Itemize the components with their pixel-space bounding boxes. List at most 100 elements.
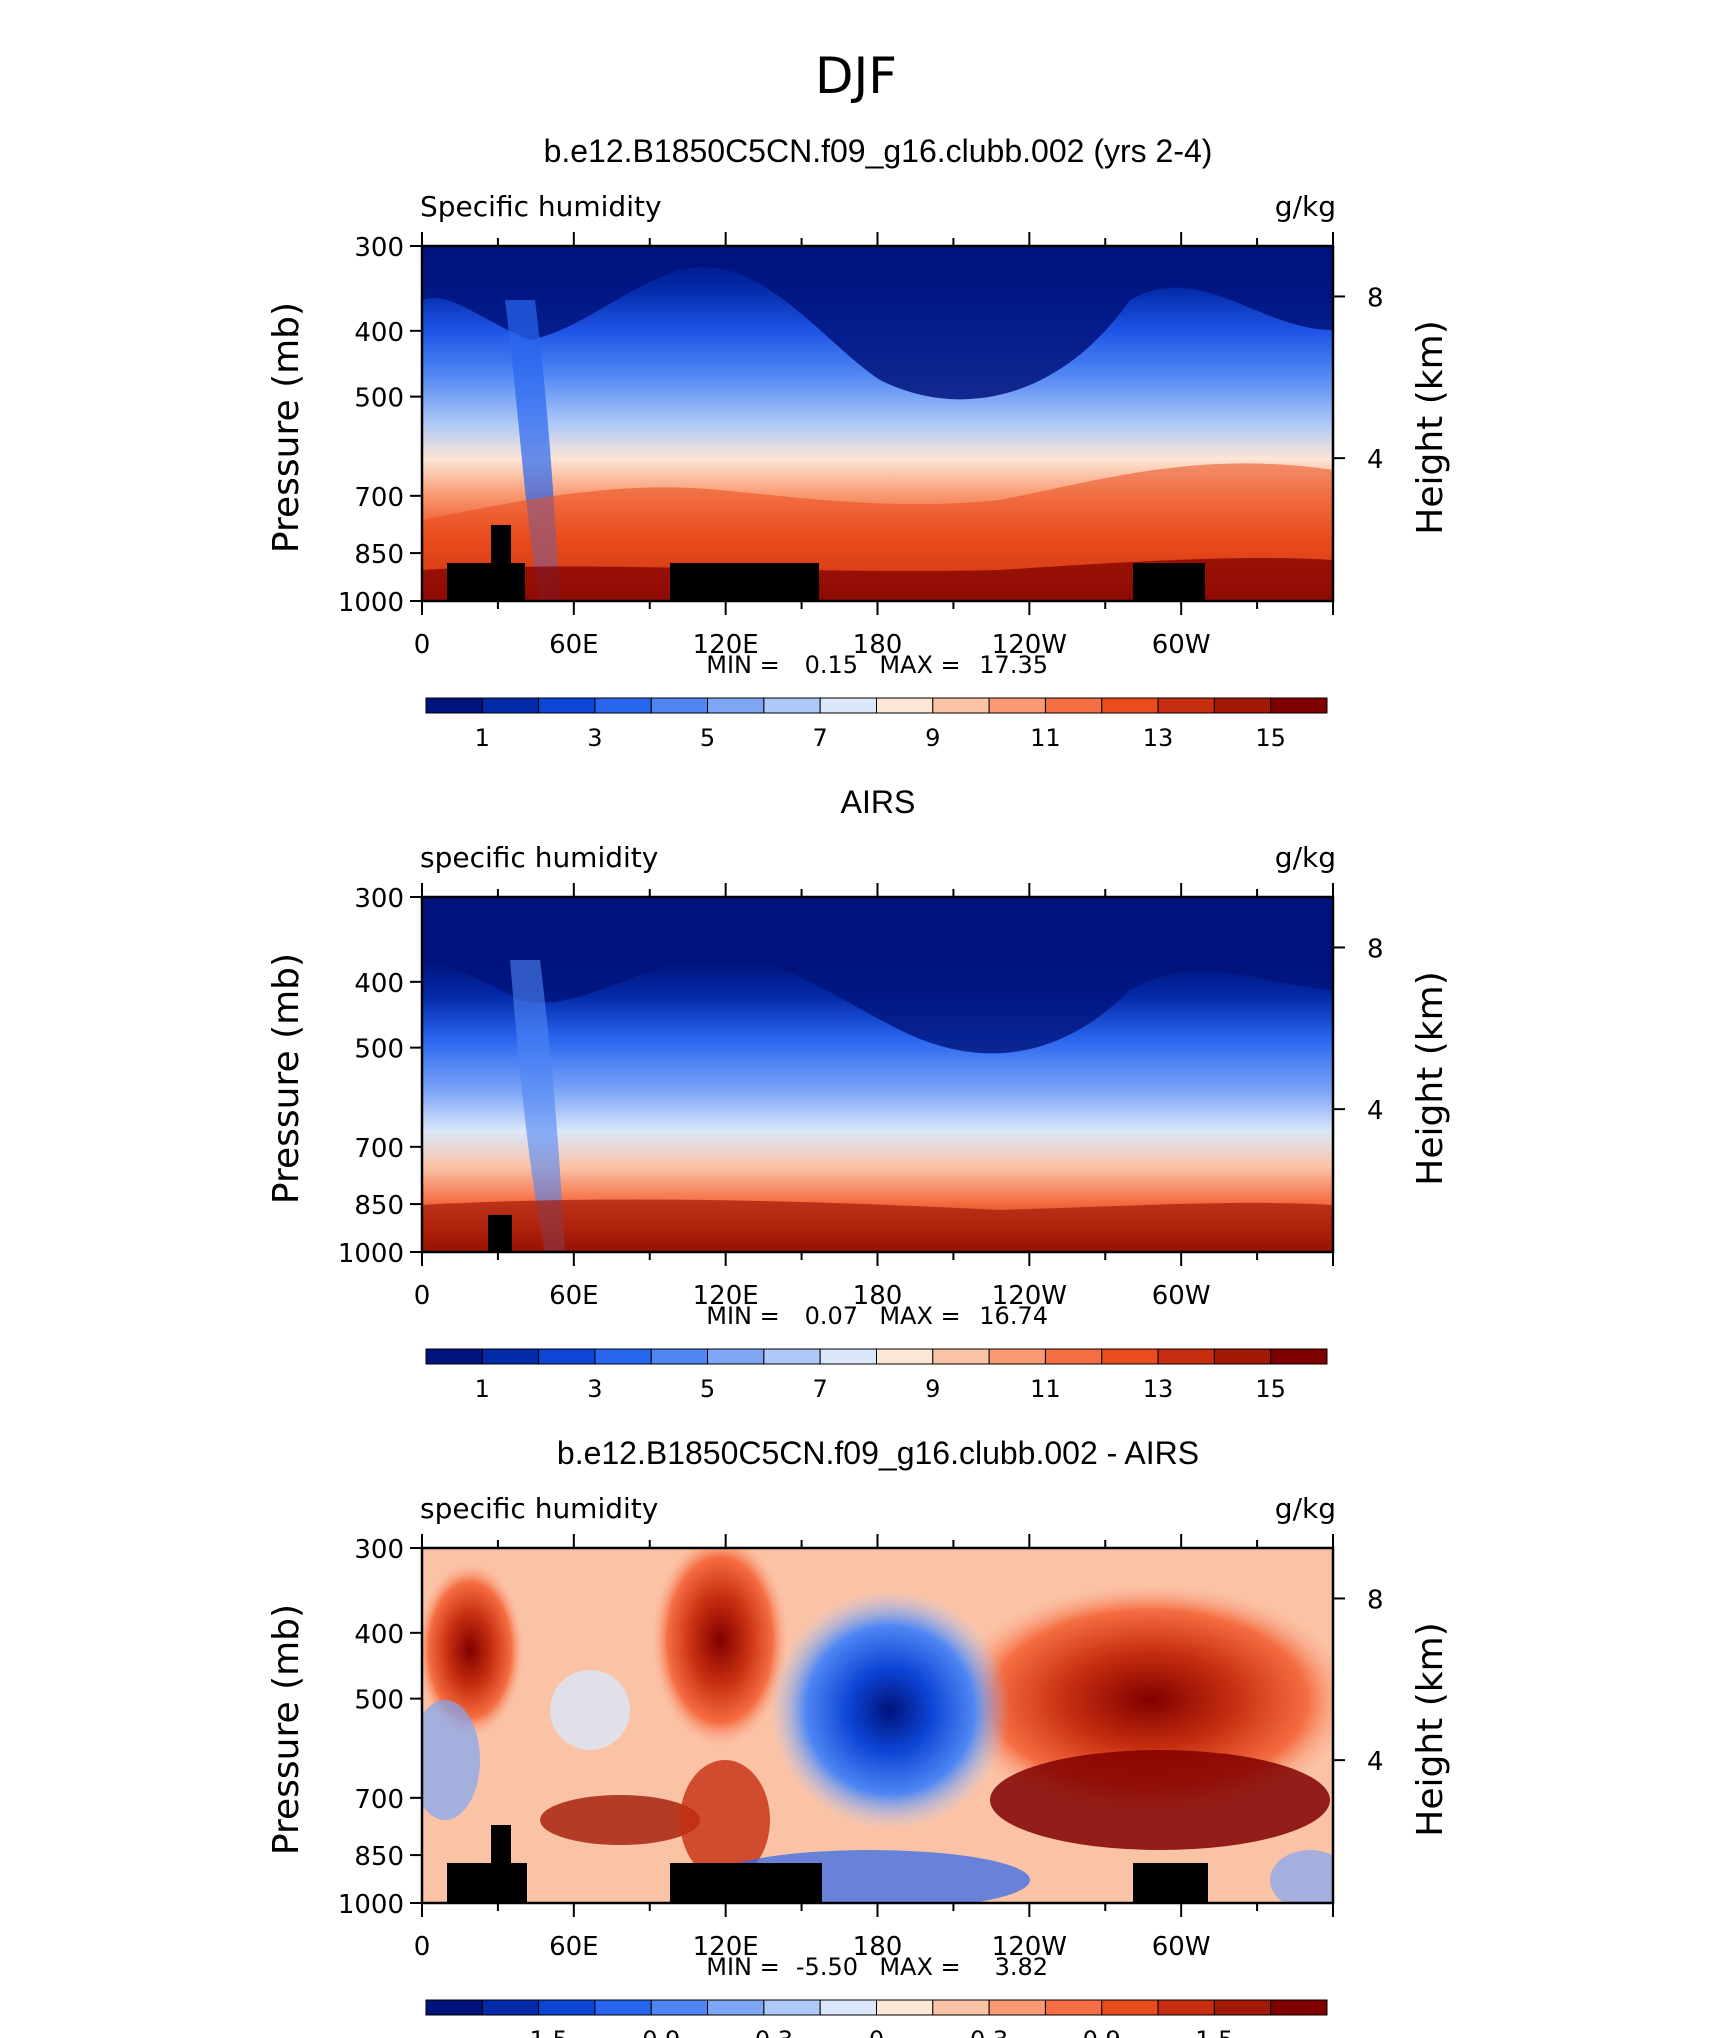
colorbar-label: 7	[813, 724, 828, 752]
colorbar-label: 9	[925, 724, 940, 752]
stats-max-label: MAX =	[879, 1953, 960, 1981]
colorbar-swatch	[988, 1999, 1046, 2016]
colorbar-swatch	[1213, 697, 1272, 714]
panel-model: b.e12.B1850C5CN.f09_g16.clubb.002 (yrs 2…	[420, 133, 1336, 603]
stats-min-value: 0.15	[805, 651, 858, 679]
axes-layer: Pressure (mb) Height (km)3004005007008501…	[266, 232, 1451, 2038]
colorbar-swatch	[876, 1348, 934, 1365]
colorbar-label: 15	[1255, 1375, 1286, 1403]
y-tick-label: 700	[354, 1134, 404, 1164]
stats-min-label: MIN =	[706, 1953, 779, 1981]
panel-title: AIRS	[841, 784, 916, 820]
y-tick-label-right: 4	[1367, 1096, 1384, 1126]
x-tick-label: 60E	[549, 630, 599, 660]
colorbar-swatch	[481, 1348, 540, 1365]
colorbar-swatch	[763, 1348, 821, 1365]
colorbar-label: 3	[587, 1375, 602, 1403]
colorbar-label: 0.3	[970, 2026, 1008, 2038]
x-tick-label: 120W	[992, 1281, 1067, 1311]
colorbar-label: 1.5	[1195, 2026, 1233, 2038]
colorbar-label: 13	[1143, 724, 1174, 752]
colorbar-swatch	[876, 697, 934, 714]
panel-title: b.e12.B1850C5CN.f09_g16.clubb.002 - AIRS	[557, 1435, 1199, 1471]
y-axis-label: Pressure (mb)	[266, 953, 307, 1204]
colorbar-label: −1.5	[509, 2026, 567, 2038]
stats-min-value: 0.07	[805, 1302, 858, 1330]
units-label: g/kg	[1275, 841, 1336, 874]
colorbar-swatch	[1213, 1348, 1272, 1365]
y-tick-label: 300	[354, 1535, 404, 1565]
colorbar-label: 7	[813, 1375, 828, 1403]
colorbar-swatch	[594, 697, 652, 714]
colorbar-swatch	[1044, 1348, 1103, 1365]
colorbar-swatch	[1101, 1999, 1159, 2016]
colorbar-swatch	[1213, 1999, 1272, 2016]
colorbar-swatch	[988, 1348, 1046, 1365]
panel-airs: AIRS specific humidity g/kg	[420, 784, 1336, 1254]
colorbar-swatch	[932, 697, 990, 714]
x-tick-label: 120E	[693, 630, 759, 660]
colorbar-swatch	[932, 1999, 990, 2016]
y-tick-label: 1000	[338, 1890, 404, 1920]
colorbar-swatch	[707, 1999, 765, 2016]
x-tick-label: 0	[414, 1281, 431, 1311]
panel-difference: b.e12.B1850C5CN.f09_g16.clubb.002 - AIRS…	[420, 1435, 1336, 1905]
colorbar-swatch	[1157, 1999, 1215, 2016]
units-label: g/kg	[1275, 190, 1336, 223]
variable-label: Specific humidity	[420, 190, 662, 223]
colorbar-label: 1	[475, 1375, 490, 1403]
y-tick-label-right: 8	[1367, 934, 1384, 964]
colorbar-swatch	[1270, 1999, 1328, 2016]
colorbar-swatch	[1157, 697, 1215, 714]
x-tick-label: 180	[853, 1932, 903, 1962]
y-tick-label: 300	[354, 233, 404, 263]
colorbar-label: 15	[1255, 724, 1286, 752]
stats-max-label: MAX =	[879, 651, 960, 679]
colorbar-swatch	[425, 697, 483, 714]
colorbar-label: 11	[1030, 1375, 1061, 1403]
x-tick-label: 180	[853, 1281, 903, 1311]
y-tick-label-right: 4	[1367, 445, 1384, 475]
variable-label: specific humidity	[420, 1492, 658, 1525]
x-tick-label: 60W	[1152, 1932, 1211, 1962]
y-axis-label-right: Height (km)	[1410, 971, 1451, 1185]
colorbar-swatch	[650, 697, 709, 714]
colorbar-swatch	[1270, 697, 1328, 714]
x-tick-label: 60E	[549, 1281, 599, 1311]
colorbar-swatch	[481, 697, 540, 714]
colorbar-swatch	[819, 1348, 877, 1365]
colorbar-swatch	[594, 1999, 652, 2016]
y-tick-label-right: 8	[1367, 1585, 1384, 1615]
y-tick-label: 500	[354, 1686, 404, 1716]
stats-max-value: 3.82	[995, 1953, 1048, 1981]
y-tick-label: 400	[354, 318, 404, 348]
colorbar-swatch	[819, 697, 877, 714]
colorbar-swatch	[538, 697, 596, 714]
colorbar-label: 0.9	[1083, 2026, 1121, 2038]
x-tick-label: 0	[414, 630, 431, 660]
stats-max-value: 16.74	[979, 1302, 1048, 1330]
contour-field	[422, 1548, 1333, 1903]
colorbar-swatch	[1157, 1348, 1215, 1365]
colorbar-label: 0	[869, 2026, 884, 2038]
colorbar-swatch	[538, 1348, 596, 1365]
contour-field	[422, 246, 1333, 601]
colorbar-swatch	[594, 1348, 652, 1365]
y-tick-label: 400	[354, 1620, 404, 1650]
units-label: g/kg	[1275, 1492, 1336, 1525]
y-tick-label: 500	[354, 384, 404, 414]
colorbar-swatch	[819, 1999, 877, 2016]
x-tick-label: 60W	[1152, 1281, 1211, 1311]
colorbar-swatch	[1044, 1999, 1103, 2016]
stats-max-value: 17.35	[979, 651, 1048, 679]
colorbar-swatch	[763, 697, 821, 714]
colorbar-label: −0.3	[735, 2026, 793, 2038]
colorbar-swatch	[538, 1999, 596, 2016]
y-tick-label: 850	[354, 1191, 404, 1221]
x-tick-label: 60W	[1152, 630, 1211, 660]
y-tick-label: 1000	[338, 1239, 404, 1269]
x-tick-label: 120W	[992, 1932, 1067, 1962]
y-tick-label: 500	[354, 1035, 404, 1065]
terrain-mask	[447, 525, 1205, 601]
